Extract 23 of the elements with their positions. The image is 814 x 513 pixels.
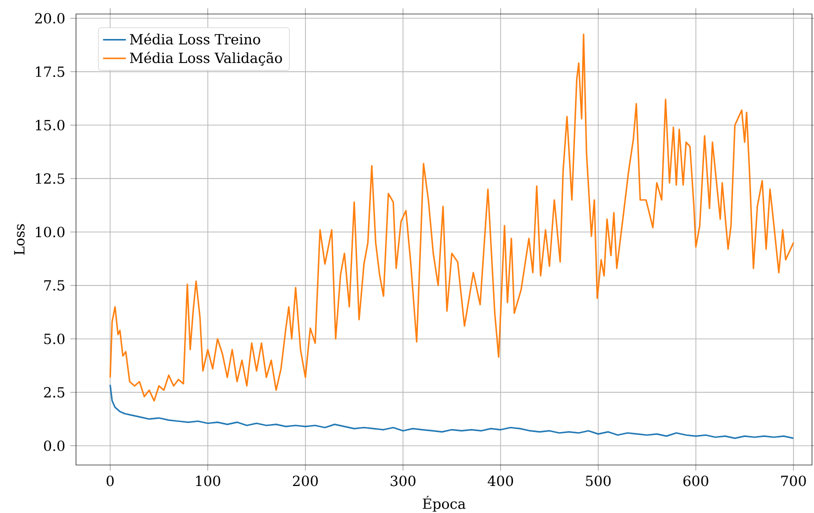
x-tick-label: 200 bbox=[292, 476, 318, 486]
line-series bbox=[109, 384, 794, 440]
y-tick-label: 10.0 bbox=[36, 226, 64, 238]
x-tick-label: 300 bbox=[390, 476, 416, 486]
y-tick-label: 20.0 bbox=[35, 12, 64, 24]
x-tick-label: 500 bbox=[586, 476, 611, 486]
x-tick-label: 100 bbox=[196, 476, 220, 486]
y-tick-label: 15.0 bbox=[36, 120, 64, 130]
x-axis-title: Época bbox=[422, 496, 466, 512]
x-tick-label: 0 bbox=[106, 476, 114, 486]
y-tick-label: 17.5 bbox=[36, 66, 64, 77]
y-axis-title: Loss bbox=[14, 224, 25, 255]
y-tick-label: 0.0 bbox=[44, 440, 64, 452]
x-tick-label: 700 bbox=[781, 476, 806, 486]
x-tick-label: 400 bbox=[488, 476, 514, 486]
legend-label: Média Loss Validação bbox=[130, 52, 282, 66]
legend-label: Média Loss Treino bbox=[130, 33, 260, 45]
y-tick-label: 7.5 bbox=[44, 280, 64, 291]
y-tick-label: 5.0 bbox=[44, 334, 64, 344]
x-tick-label: 600 bbox=[683, 476, 708, 486]
y-tick-label: 2.5 bbox=[44, 387, 64, 398]
line-series bbox=[109, 34, 794, 402]
y-tick-label: 12.5 bbox=[36, 173, 64, 184]
